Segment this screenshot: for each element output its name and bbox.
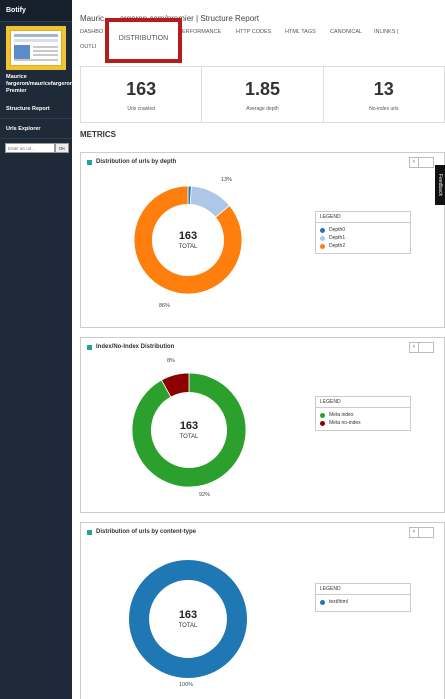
- stat-label: Average depth: [246, 106, 279, 112]
- panel-title: Distribution of urls by content-type: [96, 529, 196, 535]
- slice-label-index: 92%: [199, 492, 211, 498]
- tab-html-tags[interactable]: HTML TAGS: [285, 29, 316, 35]
- panel-title: Distribution of urls by depth: [96, 159, 177, 165]
- slice-depth2[interactable]: [133, 185, 243, 295]
- slice-label-depth1: 13%: [221, 177, 233, 183]
- panel-marker-icon: [87, 159, 92, 165]
- panel-toggle-button[interactable]: [419, 342, 434, 353]
- stat-noindex-urls: 13 No-index urls: [324, 67, 444, 122]
- main-content: Mauric... ...argeron.com/premier | Struc…: [72, 0, 445, 699]
- stat-value: 13: [373, 79, 394, 99]
- legend-label: Meta no-index: [329, 420, 361, 426]
- panel-content-type-distribution: Distribution of urls by content-type ‹ 1…: [80, 522, 445, 699]
- site-thumbnail[interactable]: [6, 26, 66, 70]
- chevron-left-icon[interactable]: ‹: [409, 527, 419, 538]
- legend-label: text/html: [329, 599, 348, 605]
- slice-text-html[interactable]: [128, 559, 248, 679]
- legend-dot: [320, 599, 325, 605]
- chevron-left-icon[interactable]: ‹: [409, 157, 419, 168]
- legend-dot: [320, 243, 325, 249]
- slice-label-noindex: 8%: [167, 358, 175, 364]
- sidebar-item-urls-explorer[interactable]: Urls Explorer: [0, 119, 72, 139]
- panel-marker-icon: [87, 529, 92, 535]
- donut-chart-content-type: [128, 559, 248, 679]
- stat-value: 163: [126, 79, 157, 99]
- legend: LEGEND Meta index Meta no-index: [315, 396, 411, 431]
- legend-label: Depth2: [329, 243, 346, 249]
- sidebar-item-structure-report[interactable]: Structure Report: [0, 99, 72, 119]
- tab-http-codes[interactable]: HTTP CODES: [236, 29, 272, 35]
- panel-toggle-button[interactable]: [419, 157, 434, 168]
- legend-dot: [320, 227, 325, 233]
- legend-item[interactable]: Meta no-index: [316, 419, 410, 427]
- slice-label-text-html: 100%: [179, 682, 194, 688]
- slice-meta-index[interactable]: [131, 372, 247, 488]
- panel-depth-distribution: Distribution of urls by depth ‹ 163 TOTA…: [80, 152, 445, 328]
- legend-label: Depth1: [329, 235, 346, 241]
- stat-label: Urls crawled: [127, 106, 155, 112]
- legend-dot: [320, 412, 325, 418]
- stats-bar: 163 Urls crawled 1.85 Average depth 13 N…: [80, 66, 445, 123]
- legend: LEGEND Depth0 Depth1 Depth2: [315, 211, 411, 254]
- legend-dot: [320, 420, 325, 426]
- metrics-heading: METRICS: [80, 130, 116, 139]
- stat-value: 1.85: [244, 79, 281, 99]
- legend: LEGEND text/html: [315, 583, 411, 612]
- sidebar: Botify Maurice fargeron/mauricefargeron.…: [0, 0, 87, 699]
- tab-canonical[interactable]: CANONICAL: [330, 29, 363, 35]
- brand-logo[interactable]: Botify: [0, 0, 72, 22]
- panel-title: Index/No-Index Distribution: [96, 344, 175, 350]
- panel-toggle-button[interactable]: [419, 527, 434, 538]
- legend-item[interactable]: Depth1: [316, 234, 410, 242]
- chevron-left-icon[interactable]: ‹: [409, 342, 419, 353]
- legend-item[interactable]: Depth0: [316, 226, 410, 234]
- legend-title: LEGEND: [316, 584, 410, 595]
- url-input[interactable]: [5, 143, 55, 153]
- tab-distribution[interactable]: DISTRIBUTION: [105, 18, 182, 63]
- stat-label: No-index urls: [369, 106, 399, 112]
- slice-meta-no-index[interactable]: [160, 372, 190, 398]
- legend-item[interactable]: Depth2: [316, 242, 410, 250]
- legend-label: Meta index: [329, 412, 354, 418]
- feedback-tab[interactable]: Feedback: [435, 165, 445, 205]
- tab-inlinks[interactable]: INLINKS |: [374, 29, 399, 35]
- url-search-form: OK: [5, 143, 69, 153]
- panel-index-distribution: Index/No-Index Distribution ‹ 163 TOTAL …: [80, 337, 445, 513]
- legend-item[interactable]: text/html: [316, 598, 410, 606]
- legend-title: LEGEND: [316, 212, 410, 223]
- stat-average-depth: 1.85 Average depth: [202, 67, 324, 122]
- legend-label: Depth0: [329, 227, 346, 233]
- tab-dashboard[interactable]: DASHBO: [80, 29, 104, 35]
- legend-item[interactable]: Meta index: [316, 411, 410, 419]
- legend-dot: [320, 235, 325, 241]
- tab-outlinks[interactable]: OUTLI: [80, 44, 97, 50]
- tab-performance[interactable]: ERFORMANCE: [182, 29, 222, 35]
- url-ok-button[interactable]: OK: [55, 143, 69, 153]
- donut-chart-depth: [133, 185, 243, 295]
- donut-chart-index: [131, 372, 247, 488]
- panel-marker-icon: [87, 344, 92, 350]
- slice-label-depth2: 86%: [159, 303, 171, 309]
- site-name: Maurice fargeron/mauricefargeron.com Pre…: [6, 74, 87, 94]
- legend-title: LEGEND: [316, 397, 410, 408]
- stat-urls-crawled: 163 Urls crawled: [81, 67, 203, 122]
